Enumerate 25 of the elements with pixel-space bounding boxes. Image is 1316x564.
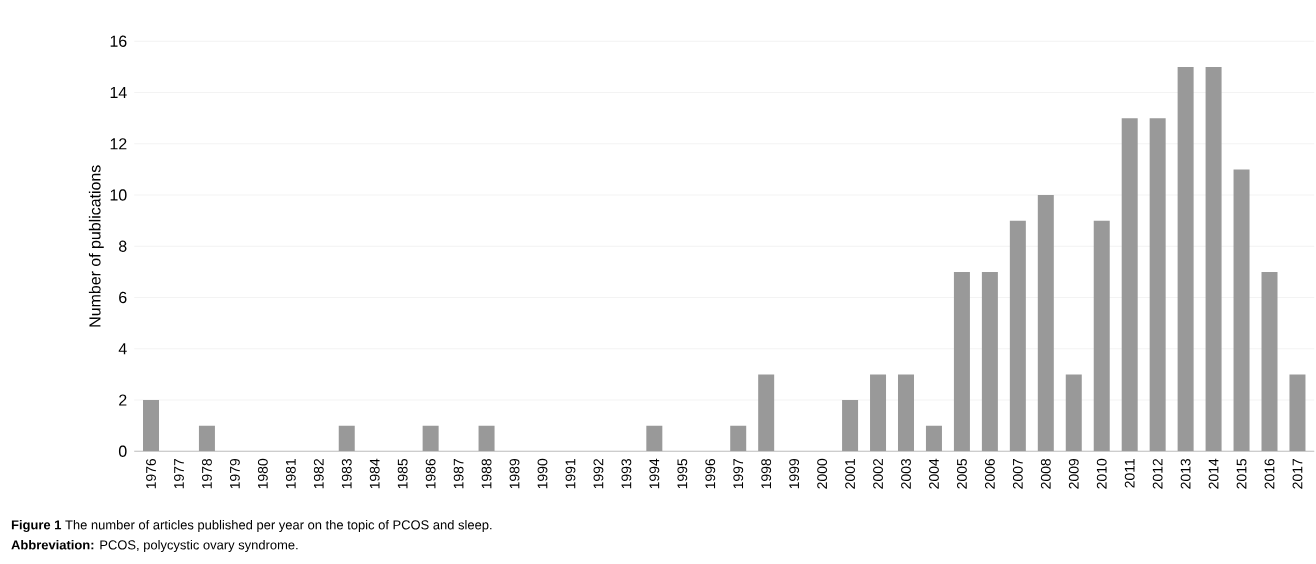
bar [1037, 195, 1054, 452]
bar [897, 374, 914, 452]
bar [478, 425, 495, 452]
bar [1009, 220, 1026, 452]
bar [758, 374, 775, 452]
bar [338, 425, 355, 452]
bar [1289, 374, 1306, 452]
bar [1149, 118, 1166, 452]
bar [1205, 66, 1222, 452]
bar [422, 425, 439, 452]
bar [143, 400, 160, 452]
bar [842, 400, 859, 452]
bar [953, 271, 970, 452]
bar [1177, 66, 1194, 452]
bar [1121, 118, 1138, 452]
bar [870, 374, 887, 452]
bar [198, 425, 215, 452]
bar [646, 425, 663, 452]
bar [981, 271, 998, 452]
bar [925, 425, 942, 452]
bar [1233, 169, 1250, 452]
bar [730, 425, 747, 452]
bar [1093, 220, 1110, 452]
bar [1065, 374, 1082, 452]
bar [1261, 271, 1278, 452]
